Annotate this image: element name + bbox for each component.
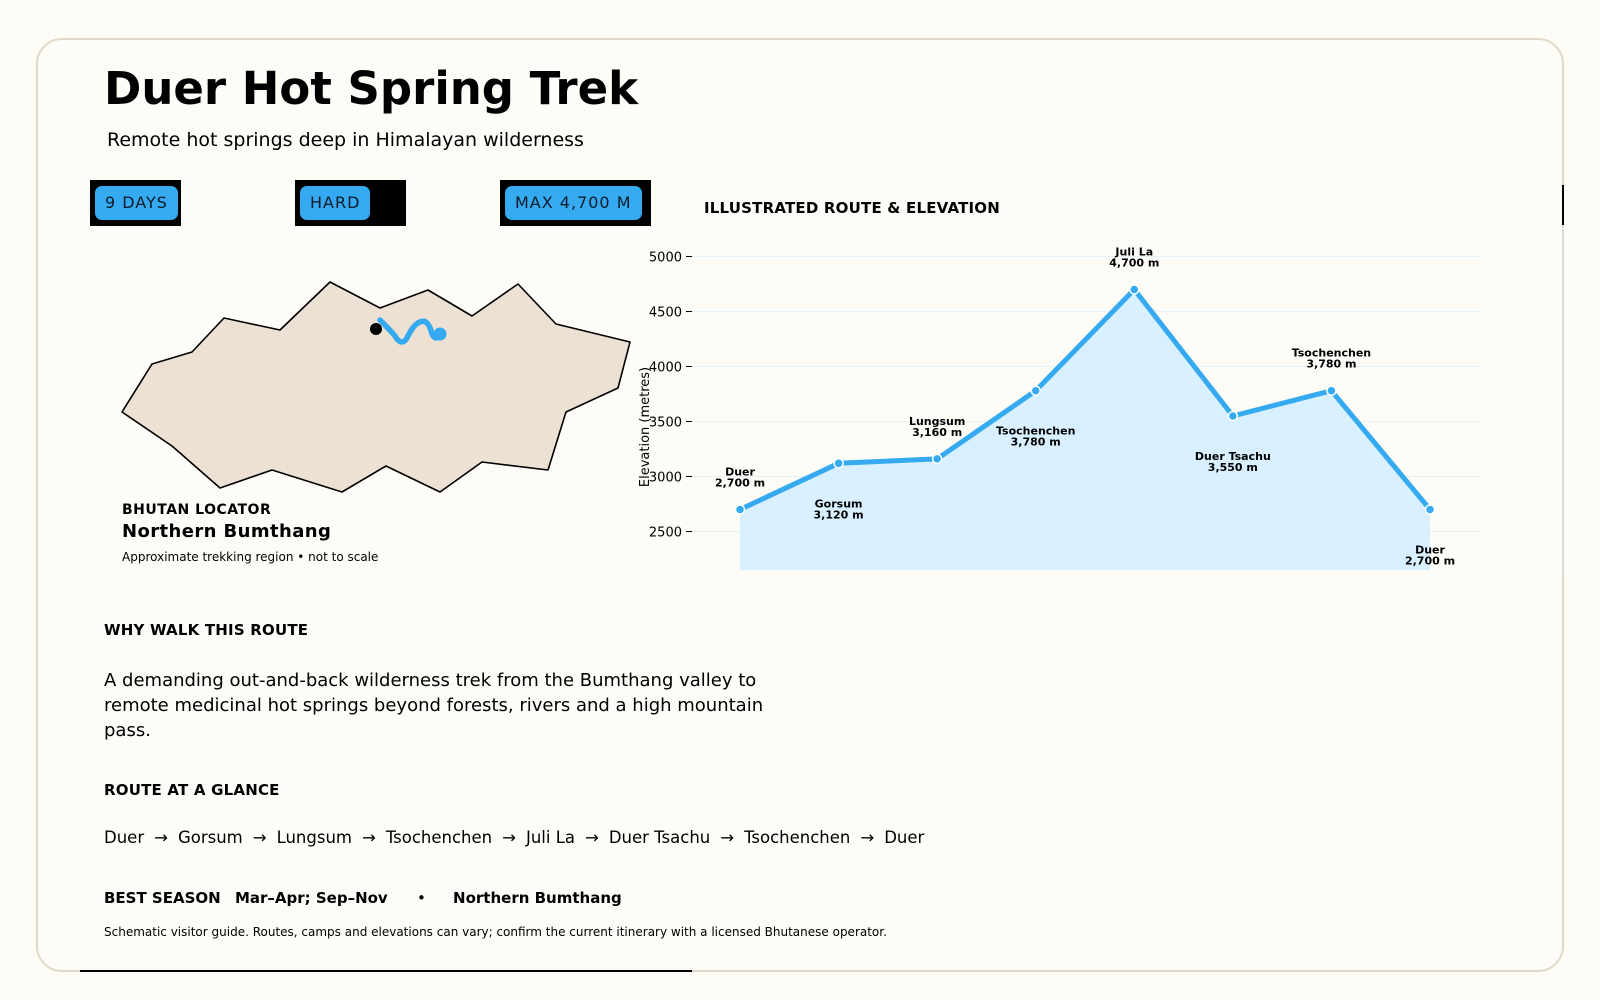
- days-badge: 9 DAYS: [95, 186, 178, 220]
- page-title: Duer Hot Spring Trek: [104, 62, 639, 115]
- season-separator: •: [416, 889, 426, 907]
- route-stop: Tsochenchen: [385, 828, 493, 847]
- y-axis-label: Elevation (metres): [638, 367, 653, 487]
- chart-title: ILLUSTRATED ROUTE & ELEVATION: [704, 199, 1001, 217]
- route-stop: Duer Tsachu: [608, 828, 711, 847]
- elevation-segment: [934, 388, 1039, 462]
- point-value-label: 3,550 m: [1208, 461, 1258, 474]
- y-tick-label: 4000: [649, 361, 682, 376]
- why-heading: WHY WALK THIS ROUTE: [104, 621, 309, 639]
- route-arrow: →: [252, 828, 267, 847]
- point-name-label: Juli La: [1114, 246, 1153, 259]
- locator-kicker: BHUTAN LOCATOR: [122, 502, 272, 518]
- elevation-segment: [1131, 287, 1236, 419]
- route-summary: Duer → Gorsum → Lungsum → Tsochenchen → Juli La →…: [104, 828, 924, 847]
- route-arrow: →: [502, 828, 516, 847]
- route-arrow: →: [720, 828, 735, 847]
- route-stop: Duer: [104, 828, 145, 847]
- elevation-segment: [1230, 388, 1334, 419]
- season-region: Northern Bumthang: [453, 889, 622, 907]
- y-tick-label: 3500: [649, 416, 682, 431]
- y-tick-label: 3000: [649, 471, 682, 486]
- point-name-label: Duer: [725, 466, 755, 479]
- point-value-label: 3,780 m: [1011, 436, 1061, 449]
- season-line: BEST SEASON Mar–Apr; Sep–Nov • Northern …: [104, 889, 622, 907]
- route-arrow: →: [585, 828, 599, 847]
- difficulty-badge-box: HARD: [295, 180, 406, 226]
- point-value-label: 2,700 m: [1405, 555, 1455, 568]
- elevation-segment: [1328, 388, 1433, 512]
- bhutan-locator-map: [121, 281, 631, 493]
- altitude-badge: MAX 4,700 M: [505, 186, 642, 220]
- trailhead-marker: [370, 323, 382, 335]
- route-arrow: →: [361, 828, 376, 847]
- elevation-point: [1424, 504, 1436, 515]
- route-stop: Lungsum: [276, 828, 352, 847]
- elevation-point: [1227, 410, 1239, 422]
- chart-line: [737, 287, 1433, 512]
- elevation-point: [1129, 284, 1140, 295]
- edge-line: [1562, 225, 1563, 577]
- point-name-label: Tsochenchen: [996, 425, 1075, 438]
- hot-spring-marker: [433, 327, 447, 341]
- route-heading: ROUTE AT A GLANCE: [104, 781, 280, 799]
- point-value-label: 3,160 m: [912, 426, 962, 439]
- elevation-point: [734, 504, 746, 515]
- elevation-segment: [1033, 287, 1137, 394]
- elevation-point: [833, 458, 844, 469]
- route-stop: Gorsum: [177, 828, 243, 847]
- locator-note: Approximate trekking region • not to sca…: [122, 550, 379, 564]
- point-name-label: Duer: [1415, 544, 1445, 557]
- altitude-badge-box: MAX 4,700 M: [500, 180, 651, 226]
- route-arrow: →: [154, 828, 168, 847]
- chart-y-ticks: 2500 3000 3500 4000 4500 5000: [649, 251, 692, 541]
- elevation-point: [931, 453, 943, 465]
- point-value-label: 3,780 m: [1306, 358, 1356, 371]
- locator-region: Northern Bumthang: [122, 521, 332, 542]
- route-stop: Duer: [884, 828, 925, 847]
- route-arrow: →: [860, 828, 875, 847]
- elevation-point: [1030, 385, 1041, 396]
- elevation-segment: [737, 460, 842, 512]
- point-name-label: Tsochenchen: [1292, 347, 1371, 360]
- season-value: Mar–Apr; Sep–Nov: [234, 889, 388, 907]
- elevation-segment: [836, 456, 940, 466]
- point-name-label: Gorsum: [815, 497, 863, 510]
- difficulty-badge: HARD: [300, 186, 371, 220]
- point-value-label: 2,700 m: [715, 477, 765, 490]
- season-label: BEST SEASON: [104, 889, 221, 907]
- elevation-point: [1326, 385, 1337, 396]
- edge-mark: [1562, 185, 1564, 225]
- y-tick-label: 5000: [649, 251, 682, 266]
- trek-route-line: [377, 317, 443, 345]
- why-text: A demanding out-and-back wilderness trek…: [104, 670, 764, 741]
- chart-points: [734, 284, 1436, 515]
- days-badge-box: 9 DAYS: [90, 180, 181, 226]
- point-name-label: Lungsum: [909, 415, 965, 428]
- disclaimer: Schematic visitor guide. Routes, camps a…: [104, 925, 887, 939]
- route-stop: Juli La: [525, 828, 576, 847]
- y-tick-label: 4500: [649, 306, 682, 321]
- chart-area: [740, 289, 1430, 570]
- point-value-label: 3,120 m: [814, 508, 864, 521]
- bhutan-outline: [121, 281, 631, 493]
- point-name-label: Duer Tsachu: [1195, 450, 1271, 463]
- page-subtitle: Remote hot springs deep in Himalayan wil…: [107, 129, 584, 151]
- y-tick-label: 2500: [649, 526, 682, 541]
- elevation-area: [740, 289, 1430, 570]
- bottom-rule: [80, 970, 692, 972]
- point-value-label: 4,700 m: [1109, 257, 1159, 270]
- route-stop: Tsochenchen: [744, 828, 851, 847]
